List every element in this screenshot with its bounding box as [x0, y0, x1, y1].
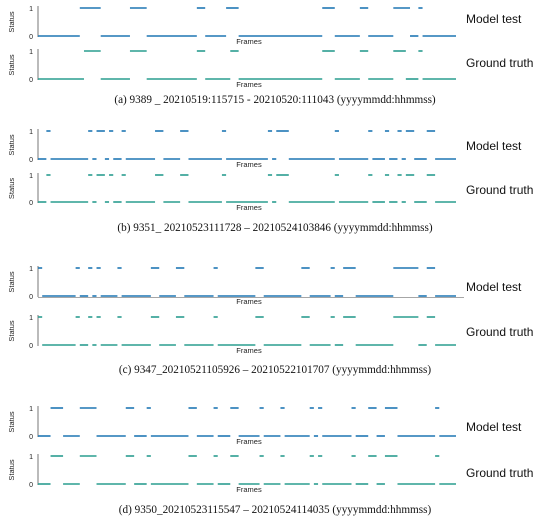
y-axis-label: Status: [7, 459, 16, 481]
row-label-model-test-b: Model test: [466, 139, 522, 153]
row-label-model-test-d: Model test: [466, 420, 522, 434]
x-axis-label: Frames: [236, 80, 262, 89]
status-plot-a-ground-truth: 0 1 Status Frames: [7, 49, 456, 89]
row-label-model-test-a: Model test: [466, 12, 522, 26]
y-tick-label: 1: [29, 266, 33, 273]
status-plot-c-model-test: 0 1 Status Frames: [7, 266, 464, 306]
row-label-model-test-c: Model test: [466, 280, 522, 294]
y-tick-label: 1: [29, 173, 33, 180]
x-axis-label: Frames: [236, 160, 262, 169]
y-tick-label: 0: [29, 343, 33, 350]
y-tick-label: 1: [29, 129, 33, 136]
y-tick-label: 1: [29, 6, 33, 13]
row-label-ground-truth-d: Ground truth: [466, 466, 534, 480]
y-tick-label: 1: [29, 406, 33, 413]
y-tick-label: 1: [29, 315, 33, 322]
row-label-ground-truth-c: Ground truth: [466, 325, 534, 339]
status-plot-d-ground-truth: 0 1 Status Frames: [7, 454, 456, 494]
y-tick-label: 1: [29, 49, 33, 56]
y-tick-label: 0: [29, 482, 33, 489]
x-axis-label: Frames: [236, 37, 262, 46]
y-tick-label: 0: [29, 34, 33, 41]
y-axis-label: Status: [7, 11, 16, 33]
y-tick-label: 0: [29, 200, 33, 207]
x-axis-label: Frames: [236, 437, 262, 446]
y-axis-label: Status: [7, 271, 16, 293]
y-axis-label: Status: [7, 134, 16, 156]
status-plot-b-ground-truth: 0 1 Status Frames: [7, 173, 456, 212]
row-label-ground-truth-a: Ground truth: [466, 56, 534, 70]
y-tick-label: 0: [29, 157, 33, 164]
status-plot-b-model-test: 0 1 Status Frames: [7, 129, 456, 169]
y-axis-label: Status: [7, 54, 16, 76]
caption-d: (d) 9350_20210523115547 – 20210524114035…: [118, 504, 432, 516]
row-label-ground-truth-b: Ground truth: [466, 183, 534, 197]
caption-b: (b) 9351_ 20210523111728 – 2021052410384…: [117, 222, 433, 234]
status-plot-c-ground-truth: 0 1 Status Frames: [7, 315, 456, 355]
y-axis-label: Status: [7, 320, 16, 342]
y-axis-label: Status: [7, 411, 16, 433]
caption-a: (a) 9389 _ 20210519:115715 - 20210520:11…: [114, 94, 436, 106]
x-axis-label: Frames: [236, 346, 262, 355]
caption-c: (c) 9347_20210521105926 – 20210522101707…: [118, 364, 432, 376]
y-tick-label: 1: [29, 454, 33, 461]
x-axis-label: Frames: [236, 485, 262, 494]
x-axis-label: Frames: [236, 203, 262, 212]
y-tick-label: 0: [29, 294, 33, 301]
y-tick-label: 0: [29, 434, 33, 441]
y-tick-label: 0: [29, 77, 33, 84]
status-plot-d-model-test: 0 1 Status Frames: [7, 406, 456, 446]
status-plot-a-model-test: 0 1 Status Frames: [7, 6, 456, 46]
x-axis-label: Frames: [236, 297, 262, 306]
y-axis-label: Status: [7, 178, 16, 200]
